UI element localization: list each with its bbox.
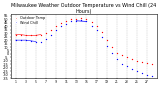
Point	[85, 21, 88, 22]
Point	[60, 26, 62, 27]
Point	[35, 35, 37, 36]
Point	[20, 39, 22, 41]
Point	[30, 35, 32, 36]
Point	[116, 59, 118, 60]
Point	[95, 30, 98, 31]
Point	[151, 75, 153, 77]
Point	[100, 37, 103, 38]
Point	[24, 35, 27, 36]
Point	[146, 62, 148, 64]
Point	[75, 20, 78, 21]
Point	[100, 31, 103, 33]
Point	[60, 22, 62, 24]
Point	[75, 18, 78, 19]
Point	[105, 45, 108, 46]
Point	[55, 26, 57, 27]
Point	[110, 53, 113, 54]
Point	[70, 21, 72, 22]
Point	[80, 17, 83, 19]
Point	[24, 39, 27, 41]
Point	[85, 19, 88, 20]
Point	[65, 23, 68, 24]
Title: Milwaukee Weather Outdoor Temperature vs Wind Chill (24 Hours): Milwaukee Weather Outdoor Temperature vs…	[11, 3, 156, 14]
Point	[141, 73, 143, 74]
Point	[50, 34, 52, 35]
Point	[120, 63, 123, 64]
Point	[30, 40, 32, 41]
Point	[131, 59, 133, 60]
Point	[136, 60, 138, 62]
Point	[136, 71, 138, 72]
Point	[55, 30, 57, 31]
Point	[40, 34, 42, 35]
Point	[14, 34, 17, 35]
Point	[151, 63, 153, 64]
Point	[141, 62, 143, 63]
Point	[146, 74, 148, 75]
Point	[110, 46, 113, 48]
Point	[50, 29, 52, 30]
Point	[90, 25, 93, 26]
Point	[40, 41, 42, 42]
Point	[116, 52, 118, 53]
Point	[90, 21, 93, 23]
Point	[95, 26, 98, 27]
Point	[80, 19, 83, 21]
Point	[131, 68, 133, 70]
Point	[126, 57, 128, 58]
Point	[120, 55, 123, 56]
Legend: Outdoor Temp, Wind Chill: Outdoor Temp, Wind Chill	[12, 16, 46, 25]
Point	[45, 33, 47, 34]
Point	[35, 41, 37, 42]
Point	[45, 38, 47, 39]
Point	[126, 66, 128, 67]
Point	[14, 39, 17, 41]
Point	[105, 39, 108, 41]
Point	[70, 19, 72, 20]
Point	[20, 34, 22, 35]
Point	[65, 20, 68, 21]
